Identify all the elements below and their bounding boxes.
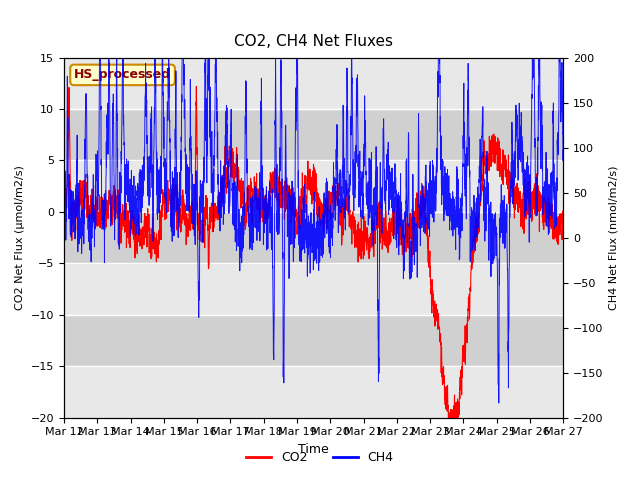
- Title: CO2, CH4 Net Fluxes: CO2, CH4 Net Fluxes: [234, 35, 393, 49]
- Bar: [64, 315, 563, 366]
- Bar: [64, 264, 563, 315]
- Legend: CO2, CH4: CO2, CH4: [241, 446, 399, 469]
- X-axis label: Time: Time: [298, 443, 329, 456]
- Bar: [64, 366, 563, 418]
- Bar: [64, 212, 563, 264]
- Y-axis label: CH4 Net Flux (nmol/m2/s): CH4 Net Flux (nmol/m2/s): [609, 165, 619, 310]
- Bar: [64, 58, 563, 109]
- Text: HS_processed: HS_processed: [74, 68, 171, 82]
- Bar: [64, 109, 563, 160]
- Y-axis label: CO2 Net Flux (μmol/m2/s): CO2 Net Flux (μmol/m2/s): [15, 165, 25, 310]
- Bar: [64, 160, 563, 212]
